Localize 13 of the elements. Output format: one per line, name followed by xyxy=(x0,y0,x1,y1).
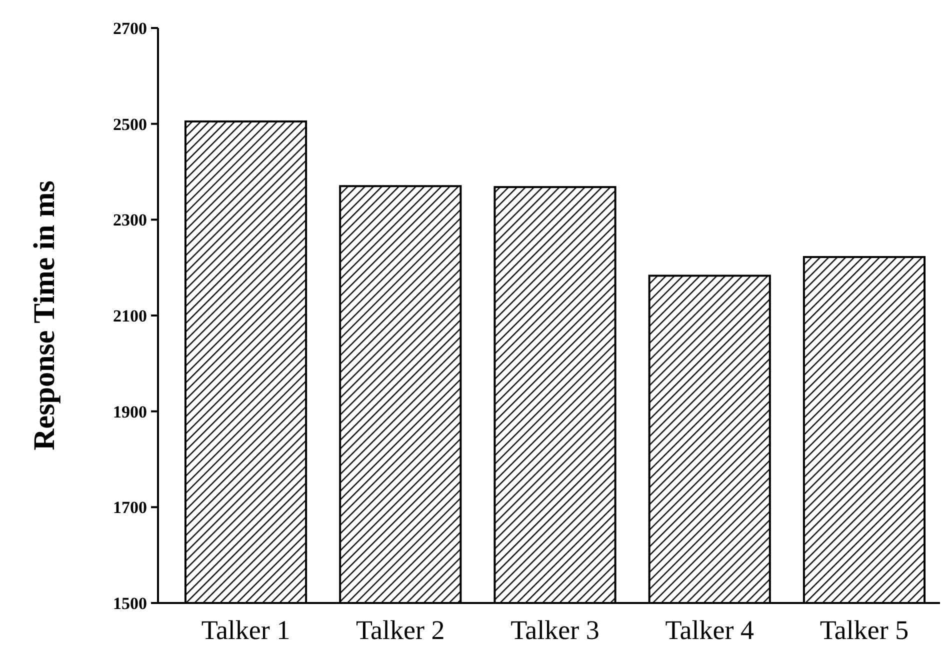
x-tick-label: Talker 1 xyxy=(201,615,290,645)
y-tick-label: 1500 xyxy=(113,594,147,613)
x-tick-label: Talker 2 xyxy=(356,615,445,645)
y-tick-label: 2700 xyxy=(113,18,147,38)
y-tick-label: 1900 xyxy=(113,402,147,422)
y-tick-label: 1700 xyxy=(113,498,147,518)
x-tick-label: Talker 5 xyxy=(820,615,909,645)
y-tick-label: 2300 xyxy=(113,210,147,230)
x-tick-label: Talker 3 xyxy=(510,615,600,645)
y-tick-label: 2500 xyxy=(113,114,147,134)
y-tick-label: 2100 xyxy=(113,306,147,326)
x-tick-label: Talker 4 xyxy=(665,615,755,645)
y-axis-title: Response Time in ms xyxy=(28,180,61,450)
